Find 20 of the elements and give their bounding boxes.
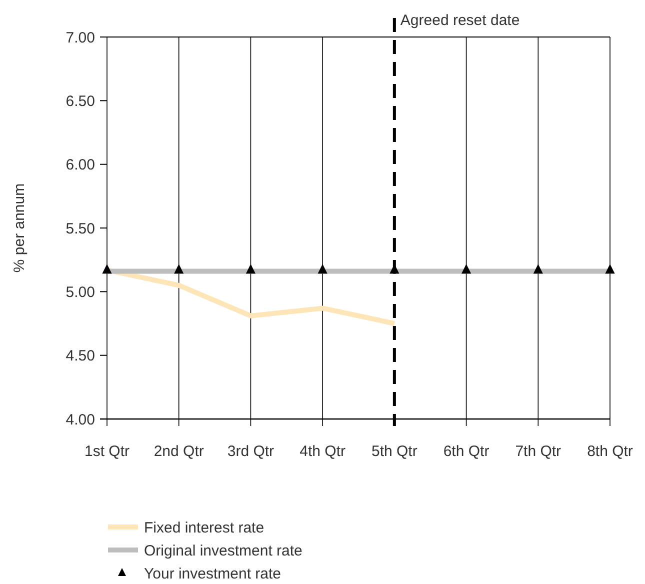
y-axis-title: % per annum xyxy=(11,183,28,273)
y-tick-label: 5.50 xyxy=(66,220,95,238)
y-tick-label: 4.00 xyxy=(66,411,95,428)
x-tick-label: 1st Qtr xyxy=(84,443,130,460)
x-tick-label: 8th Qtr xyxy=(587,443,633,460)
x-tick-label: 7th Qtr xyxy=(515,443,562,460)
x-tick-label: 4th Qtr xyxy=(300,443,346,460)
y-tick-label: 4.50 xyxy=(66,348,95,365)
y-tick-label: 6.00 xyxy=(66,156,95,174)
y-tick-label: 6.50 xyxy=(66,92,95,110)
legend-label: Original investment rate xyxy=(144,542,302,560)
ref-line-label: Agreed reset date xyxy=(400,12,520,29)
x-tick-label: 2nd Qtr xyxy=(154,443,204,460)
x-tick-label: 5th Qtr xyxy=(372,443,418,460)
legend-label: Your investment rate xyxy=(144,565,282,582)
y-tick-label: 5.00 xyxy=(66,284,95,301)
y-tick-label: 7.00 xyxy=(66,29,95,46)
x-tick-label: 3rd Qtr xyxy=(227,443,274,460)
legend-label: Fixed interest rate xyxy=(144,519,264,536)
x-tick-label: 6th Qtr xyxy=(443,443,490,460)
